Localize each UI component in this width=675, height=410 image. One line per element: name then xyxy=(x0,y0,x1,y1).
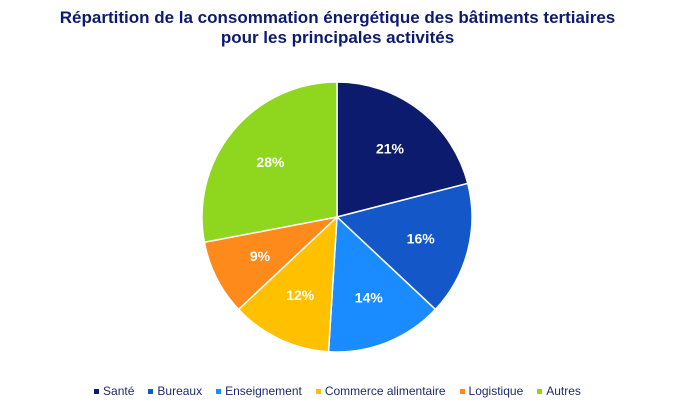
data-label: 28% xyxy=(256,154,285,170)
legend-swatch xyxy=(94,388,100,394)
pie-slice-sante xyxy=(336,81,469,218)
legend-label: Santé xyxy=(103,384,135,398)
legend-label: Commerce alimentaire xyxy=(324,384,446,398)
legend-item: Commerce alimentaire xyxy=(315,384,446,398)
legend-label: Logistique xyxy=(468,384,524,398)
legend-label: Enseignement xyxy=(225,384,302,398)
legend-swatch xyxy=(459,388,465,394)
legend: Santé Bureaux Enseignement Commerce aliment… xyxy=(0,384,675,398)
legend-label: Autres xyxy=(546,384,581,398)
chart-title-line-1: Répartition de la consommation énergétiq… xyxy=(59,8,616,27)
data-label: 12% xyxy=(286,287,315,303)
pie-slice-commerce-alimentaire xyxy=(237,215,338,353)
legend-item: Bureaux xyxy=(148,384,202,398)
data-label: 9% xyxy=(250,248,271,264)
legend-item: Santé xyxy=(94,384,134,398)
pie-slice-enseignement xyxy=(327,215,437,353)
pie-slice-bureaux xyxy=(335,182,473,311)
chart-title-line-2: pour les principales activités xyxy=(220,28,455,47)
legend-label: Bureaux xyxy=(157,384,203,398)
data-label: 21% xyxy=(376,141,405,157)
data-label: 14% xyxy=(355,289,384,305)
legend-swatch xyxy=(216,388,222,394)
pie-slice-autres xyxy=(201,81,338,244)
chart-title: Répartition de la consommation énergétiq… xyxy=(0,8,675,48)
legend-swatch xyxy=(537,388,543,394)
data-label: 16% xyxy=(407,230,436,246)
legend-item: Logistique xyxy=(459,384,524,398)
legend-swatch xyxy=(315,388,321,394)
legend-swatch xyxy=(148,388,154,394)
legend-item: Autres xyxy=(537,384,581,398)
legend-item: Enseignement xyxy=(216,384,302,398)
